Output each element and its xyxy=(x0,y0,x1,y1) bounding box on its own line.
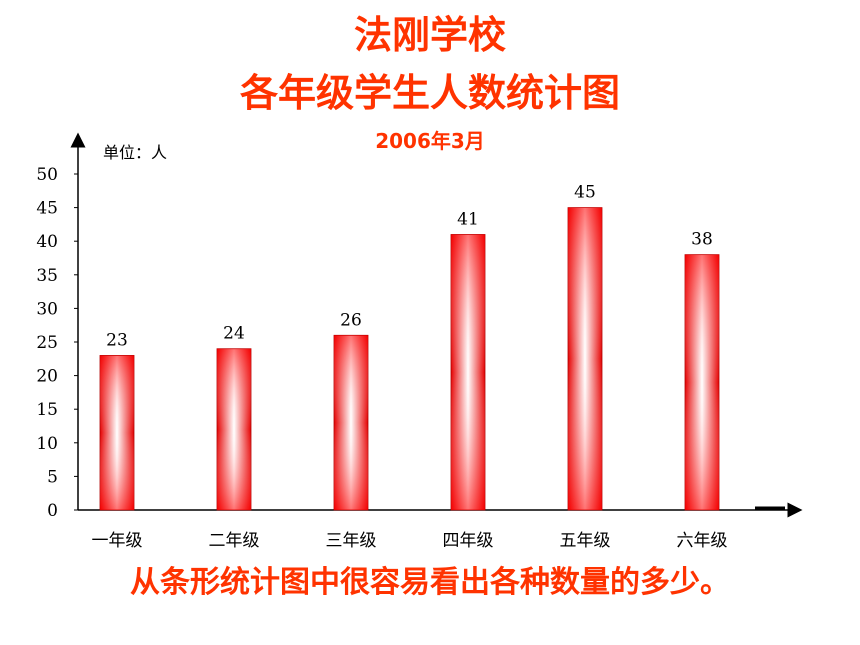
y-tick-label: 20 xyxy=(36,367,58,387)
footer-caption: 从条形统计图中很容易看出各种数量的多少。 xyxy=(130,565,730,600)
x-tick-label: 四年级 xyxy=(443,531,494,551)
chart-subtitle: 各年级学生人数统计图 xyxy=(239,71,620,115)
data-label: 26 xyxy=(340,310,362,330)
bar-shade xyxy=(217,348,251,510)
y-tick-label: 10 xyxy=(36,434,58,454)
chart-date: 2006年3月 xyxy=(375,129,485,153)
axes xyxy=(70,132,803,518)
bars xyxy=(99,207,720,511)
bar-chart: 单位：人 0 5 10 15 20 25 30 35 40 45 50 23 24 26 41 45 38 一… xyxy=(36,132,803,551)
y-tick-label: 30 xyxy=(36,299,58,319)
y-ticks: 0 5 10 15 20 25 30 35 40 45 50 xyxy=(36,165,78,521)
y-tick-label: 0 xyxy=(47,501,58,521)
x-tick-label: 三年级 xyxy=(326,531,377,551)
bar-shade xyxy=(685,254,719,510)
data-label: 38 xyxy=(691,230,713,250)
x-ticks: 一年级 二年级 三年级 四年级 五年级 六年级 xyxy=(92,531,728,551)
bar-shade xyxy=(568,207,602,510)
x-tick-label: 一年级 xyxy=(92,531,143,551)
chart-title: 法刚学校 xyxy=(353,13,506,57)
bar-shade xyxy=(100,355,134,510)
x-tick-label: 二年级 xyxy=(209,531,260,551)
bar-shade xyxy=(451,234,485,511)
y-tick-label: 15 xyxy=(36,400,58,420)
y-tick-label: 45 xyxy=(36,199,58,219)
bar-shade xyxy=(334,335,368,510)
x-tick-label: 五年级 xyxy=(560,531,611,551)
y-tick-label: 35 xyxy=(36,266,58,286)
data-label: 45 xyxy=(574,183,596,203)
x-tick-label: 六年级 xyxy=(677,531,728,551)
y-tick-label: 50 xyxy=(36,165,58,185)
y-tick-label: 5 xyxy=(47,467,58,487)
data-label: 41 xyxy=(457,209,479,229)
data-labels: 23 24 26 41 45 38 xyxy=(106,183,713,351)
y-tick-label: 25 xyxy=(36,333,58,353)
y-tick-label: 40 xyxy=(36,232,58,252)
data-label: 23 xyxy=(106,330,128,350)
unit-label: 单位：人 xyxy=(103,143,167,162)
data-label: 24 xyxy=(223,324,245,344)
